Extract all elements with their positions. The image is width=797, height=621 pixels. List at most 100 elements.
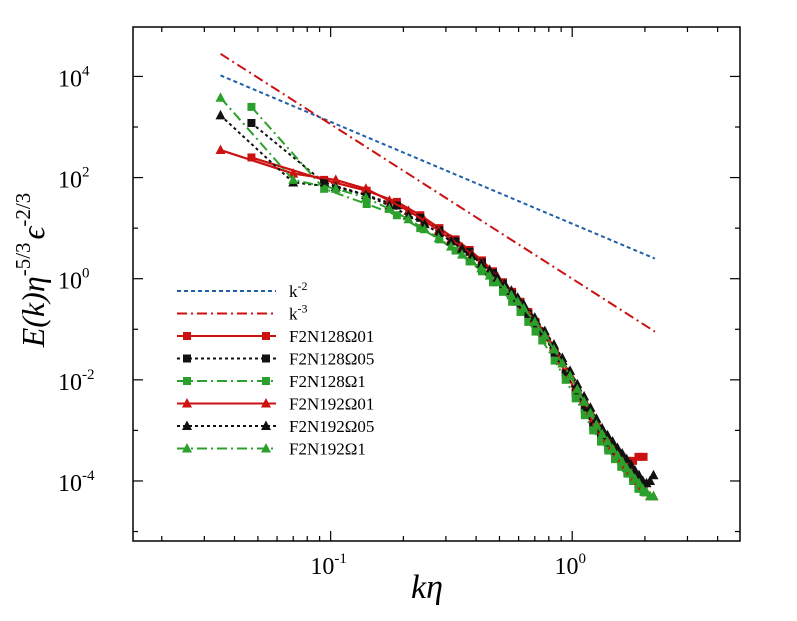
- legend-marker: [182, 398, 192, 408]
- data-point: [561, 375, 570, 384]
- data-point: [597, 428, 608, 438]
- data-point: [457, 249, 468, 259]
- y-axis-title-exp2: -2/3: [11, 193, 35, 227]
- legend-item: F2N128Ω05: [177, 350, 374, 369]
- data-point: [384, 195, 395, 205]
- legend-item: k-3: [177, 302, 308, 324]
- data-point: [589, 426, 598, 435]
- legend-item: F2N128Ω01: [177, 327, 374, 346]
- data-point: [580, 411, 589, 420]
- data-point: [531, 327, 540, 336]
- legend-marker: [261, 398, 271, 408]
- data-point: [499, 283, 510, 293]
- data-point: [597, 437, 606, 446]
- data-point: [604, 446, 613, 455]
- data-point: [360, 183, 371, 193]
- series-8: [215, 92, 659, 501]
- data-point: [215, 144, 226, 155]
- svg-text:E(k)η-5/3ϵ-2/3: E(k)η-5/3 ϵ-2/3: [11, 193, 51, 348]
- series-line: [219, 97, 654, 498]
- data-point: [484, 270, 495, 280]
- data-point: [433, 227, 444, 238]
- data-point: [488, 278, 497, 287]
- legend-label: F2N192Ω01: [289, 395, 374, 414]
- series-layer: [215, 52, 659, 501]
- legend-item: F2N192Ω1: [177, 440, 366, 459]
- data-point: [384, 203, 395, 213]
- data-point: [591, 413, 602, 423]
- data-point: [617, 462, 626, 471]
- data-point: [591, 419, 602, 429]
- data-point: [320, 178, 329, 187]
- data-point: [451, 237, 460, 246]
- data-point: [330, 183, 341, 193]
- series-line: [220, 149, 654, 498]
- data-point: [512, 296, 523, 306]
- series-line: [219, 52, 656, 333]
- data-point: [565, 370, 576, 380]
- y-axis-title: E(k)η-5/3 ϵ-2/3: [11, 193, 51, 348]
- data-point: [392, 211, 401, 220]
- series-2: [219, 52, 656, 333]
- y-axis-title-main: E(k)η: [15, 276, 51, 348]
- x-tick-label: 10-1: [310, 551, 347, 580]
- legend-marker: [182, 443, 192, 453]
- data-point: [557, 358, 568, 368]
- data-point: [633, 477, 644, 488]
- data-point: [572, 378, 583, 389]
- data-point: [625, 468, 636, 478]
- y-tick-label: 104: [58, 63, 90, 92]
- legend: k-2k-3 F2N128Ω01 F2N128Ω05 F2N128Ω1 F2N192Ω0…: [177, 279, 374, 459]
- legend-marker: [262, 332, 270, 340]
- data-point: [476, 257, 487, 268]
- data-point: [433, 232, 444, 243]
- legend-item: F2N128Ω1: [177, 372, 366, 391]
- data-point: [602, 436, 613, 446]
- data-point: [645, 475, 656, 485]
- x-axis-title: kη: [411, 569, 443, 606]
- data-point: [403, 213, 414, 224]
- legend-marker: [262, 354, 270, 363]
- data-point: [580, 406, 589, 415]
- data-point: [621, 462, 632, 473]
- data-point: [550, 349, 559, 358]
- data-point: [585, 407, 596, 418]
- legend-marker: [261, 443, 271, 453]
- data-point: [215, 109, 226, 120]
- legend-label: F2N128Ω05: [289, 350, 374, 369]
- series-line: [220, 74, 656, 260]
- legend-label: k-2: [289, 279, 308, 301]
- data-point: [467, 255, 478, 266]
- series-5: [247, 102, 648, 497]
- data-point: [476, 262, 487, 273]
- y-axis-title-exp1: -5/3: [11, 242, 35, 276]
- tick-marks: [133, 27, 740, 541]
- data-point: [612, 449, 623, 460]
- y-axis-title-eps: ϵ: [15, 225, 51, 239]
- legend-marker: [183, 332, 191, 340]
- y-tick-label: 10-2: [58, 367, 95, 396]
- legend-marker: [183, 377, 191, 385]
- legend-marker: [183, 354, 191, 363]
- legend-item: k-2: [177, 279, 308, 301]
- data-point: [648, 490, 659, 501]
- data-point: [572, 383, 583, 394]
- data-point: [607, 443, 618, 453]
- data-point: [630, 473, 641, 483]
- y-tick-label: 102: [58, 165, 90, 194]
- data-point: [419, 223, 430, 234]
- series-6: [215, 144, 659, 501]
- data-point: [585, 402, 596, 412]
- data-point: [492, 276, 503, 287]
- data-point: [288, 174, 299, 184]
- tick-labels: 10-1 100 104 102 100 10-2 10-4: [58, 63, 586, 580]
- data-point: [446, 235, 457, 246]
- data-point: [247, 102, 256, 111]
- data-point: [508, 297, 517, 306]
- data-point: [550, 356, 559, 365]
- x-tick-label: 100: [554, 551, 586, 580]
- data-point: [629, 456, 638, 465]
- y-tick-label: 100: [58, 266, 90, 295]
- legend-label: k-3: [289, 302, 308, 324]
